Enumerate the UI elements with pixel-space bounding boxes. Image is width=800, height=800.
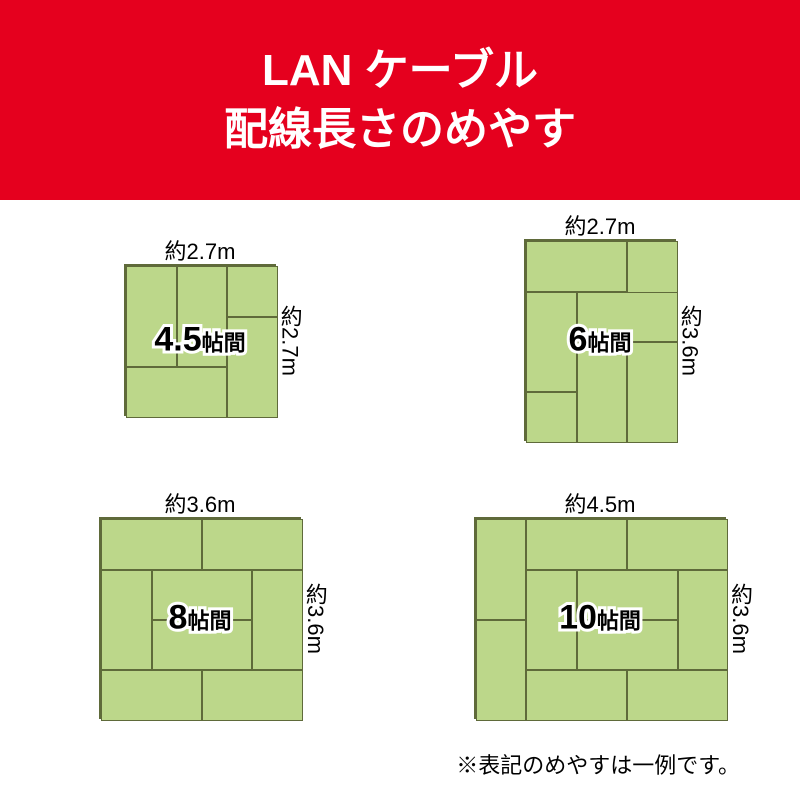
room-r6: 6帖間6帖間 [524, 239, 675, 441]
header-line1: LAN ケーブル [262, 46, 538, 95]
dim-right-r45: 約2.7m [274, 264, 306, 415]
room-label-r8: 8帖間8帖間 [169, 599, 232, 638]
page: LAN ケーブル 配線長さのめやす 約2.7m約2.7m4.5帖間4.5帖間約2… [0, 0, 800, 800]
room-cell-r8: 約3.6m約3.6m8帖間8帖間 [0, 518, 400, 718]
tatami-mat [227, 266, 277, 316]
room-cell-r45: 約2.7m約2.7m4.5帖間4.5帖間 [0, 240, 400, 440]
room-label-r6: 6帖間6帖間 [569, 321, 632, 360]
room-wrap-r45: 約2.7m約2.7m4.5帖間4.5帖間 [124, 264, 275, 415]
tatami-mat [101, 519, 202, 569]
tatami-mat [202, 670, 303, 720]
room-r45: 4.5帖間4.5帖間 [124, 264, 275, 415]
room-cell-r10: 約4.5m約3.6m10帖間10帖間 [400, 518, 800, 718]
dim-top-r6: 約2.7m [524, 209, 675, 241]
dim-right-r6: 約3.6m [674, 239, 706, 441]
header-line2: 配線長さのめやす [224, 105, 576, 154]
dim-top-r8: 約3.6m [99, 487, 301, 519]
room-wrap-r8: 約3.6m約3.6m8帖間8帖間 [99, 517, 301, 719]
room-cell-r6: 約2.7m約3.6m6帖間6帖間 [400, 240, 800, 440]
header-text: LAN ケーブル 配線長さのめやす [224, 41, 576, 160]
tatami-mat [252, 570, 302, 671]
tatami-mat [526, 670, 627, 720]
header-banner: LAN ケーブル 配線長さのめやす [0, 0, 800, 200]
tatami-mat [627, 670, 728, 720]
tatami-mat [202, 519, 303, 569]
tatami-mat [526, 392, 576, 442]
room-wrap-r10: 約4.5m約3.6m10帖間10帖間 [474, 517, 726, 719]
tatami-mat [526, 519, 627, 569]
dim-top-r10: 約4.5m [474, 487, 726, 519]
room-grid: 約2.7m約2.7m4.5帖間4.5帖間約2.7m約3.6m6帖間6帖間約3.6… [0, 240, 800, 718]
tatami-mat [101, 570, 151, 671]
room-r8: 8帖間8帖間 [99, 517, 301, 719]
room-label-r45: 4.5帖間4.5帖間 [154, 321, 245, 360]
tatami-mat [126, 367, 227, 417]
footnote: ※表記のめやすは一例です。 [456, 748, 740, 780]
dim-right-r10: 約3.6m [724, 517, 756, 719]
tatami-mat [526, 241, 627, 291]
room-wrap-r6: 約2.7m約3.6m6帖間6帖間 [524, 239, 675, 441]
tatami-mat [627, 342, 677, 443]
room-r10: 10帖間10帖間 [474, 517, 726, 719]
tatami-mat [678, 570, 728, 671]
tatami-mat [101, 670, 202, 720]
dim-right-r8: 約3.6m [299, 517, 331, 719]
tatami-mat [476, 519, 526, 620]
room-label-r10: 10帖間10帖間 [559, 599, 641, 638]
tatami-mat [627, 519, 728, 569]
tatami-mat [476, 620, 526, 721]
dim-top-r45: 約2.7m [124, 234, 275, 266]
